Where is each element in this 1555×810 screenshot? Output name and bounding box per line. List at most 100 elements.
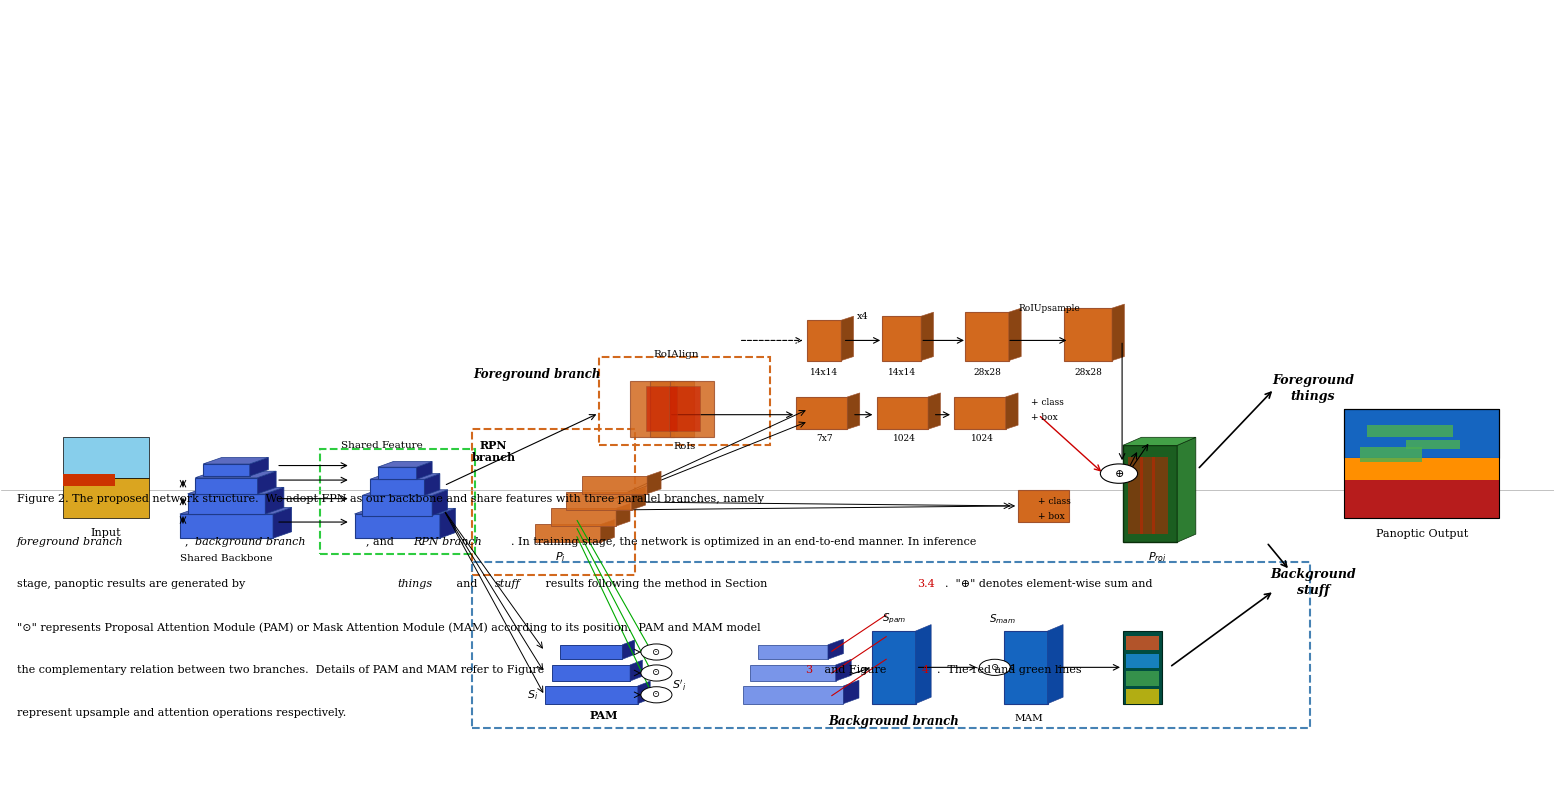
Bar (566, 492, 631, 510)
Text: 4: 4 (922, 665, 928, 675)
Bar (807, 320, 841, 360)
Polygon shape (630, 660, 642, 681)
Text: Foreground: Foreground (1272, 374, 1354, 387)
Text: . In training stage, the network is optimized in an end-to-end manner. In infere: . In training stage, the network is opti… (510, 536, 977, 547)
Bar (872, 631, 916, 704)
Text: foreground branch: foreground branch (17, 536, 123, 547)
Bar (1152, 458, 1168, 534)
Text: stuff: stuff (1297, 584, 1330, 597)
Polygon shape (440, 509, 456, 538)
Text: 3.4: 3.4 (917, 579, 935, 590)
Text: 28x28: 28x28 (973, 369, 1001, 377)
Text: + box: + box (1039, 512, 1065, 521)
Polygon shape (370, 474, 440, 480)
Polygon shape (196, 471, 277, 478)
Bar (630, 381, 673, 437)
Bar (1359, 447, 1421, 462)
Bar (1140, 458, 1155, 534)
Bar (966, 312, 1009, 360)
Bar (751, 665, 835, 681)
Bar (1123, 631, 1162, 704)
Bar (743, 686, 843, 704)
Polygon shape (638, 681, 650, 704)
Polygon shape (647, 471, 661, 494)
Circle shape (641, 644, 672, 660)
Bar (582, 476, 647, 494)
Polygon shape (250, 458, 269, 476)
Text: x4: x4 (857, 312, 869, 321)
Polygon shape (1123, 437, 1196, 446)
Text: the complementary relation between two branches.  Details of PAM and MAM refer t: the complementary relation between two b… (17, 665, 547, 675)
Text: + class: + class (1031, 398, 1064, 407)
Bar (1064, 308, 1112, 360)
Text: $P_{roi}$: $P_{roi}$ (1149, 550, 1168, 564)
Bar (882, 316, 921, 360)
Polygon shape (1177, 437, 1196, 542)
Bar (1344, 409, 1499, 458)
Bar (650, 381, 694, 437)
Text: $S'_i$: $S'_i$ (672, 679, 687, 693)
Text: ⊙: ⊙ (991, 663, 998, 671)
Text: + box: + box (1031, 412, 1057, 422)
Text: $P_i$: $P_i$ (555, 550, 566, 564)
Polygon shape (362, 490, 448, 496)
Text: branch: branch (471, 452, 516, 463)
Text: Foreground branch: Foreground branch (473, 368, 600, 381)
Polygon shape (600, 520, 614, 542)
Text: 7x7: 7x7 (816, 434, 832, 443)
Bar (64, 474, 115, 486)
Polygon shape (1009, 308, 1022, 360)
Text: 1024: 1024 (893, 434, 916, 443)
Text: RPN: RPN (479, 440, 507, 451)
Text: ⊕: ⊕ (1115, 469, 1124, 479)
Polygon shape (188, 488, 285, 494)
Circle shape (980, 659, 1011, 676)
Text: Background: Background (1270, 568, 1356, 581)
Bar (355, 514, 440, 538)
Text: ,: , (185, 536, 191, 547)
Bar (320, 450, 474, 554)
Bar (378, 467, 417, 480)
Bar (955, 397, 1006, 429)
Polygon shape (843, 680, 858, 704)
Polygon shape (622, 640, 634, 659)
Text: 14x14: 14x14 (810, 369, 838, 377)
Bar (180, 514, 274, 538)
Bar (1367, 425, 1452, 437)
Bar (544, 686, 638, 704)
Text: , and: , and (365, 536, 398, 547)
Text: stage, panoptic results are generated by: stage, panoptic results are generated by (17, 579, 249, 590)
Text: .  "⊕" denotes element-wise sum and: . "⊕" denotes element-wise sum and (945, 579, 1152, 590)
Polygon shape (1112, 304, 1124, 360)
Text: stuff: stuff (494, 579, 521, 590)
Bar (669, 386, 700, 431)
Text: and Figure: and Figure (821, 665, 889, 675)
Polygon shape (274, 508, 292, 538)
Polygon shape (266, 488, 285, 514)
Text: .  The red and green lines: . The red and green lines (938, 665, 1082, 675)
Bar (188, 494, 266, 514)
Bar (64, 437, 149, 478)
Bar (877, 397, 928, 429)
Bar (759, 645, 827, 659)
Text: Panoptic Output: Panoptic Output (1376, 529, 1468, 539)
Bar (1019, 490, 1070, 522)
Bar (1126, 636, 1158, 650)
Bar (370, 480, 425, 496)
Text: RoIAlign: RoIAlign (653, 350, 700, 359)
Bar (1344, 458, 1499, 480)
Polygon shape (631, 488, 645, 510)
Text: RoIUpsample: RoIUpsample (1019, 304, 1081, 313)
Text: ⊙: ⊙ (653, 668, 661, 677)
Circle shape (641, 687, 672, 703)
Text: Input: Input (90, 527, 121, 538)
Bar (1126, 654, 1158, 668)
Bar (1126, 671, 1158, 686)
Bar (1126, 689, 1158, 704)
Text: Background branch: Background branch (829, 715, 959, 728)
Polygon shape (378, 462, 432, 467)
Polygon shape (180, 508, 292, 514)
Bar (1344, 480, 1499, 518)
Text: represent upsample and attention operations respectively.: represent upsample and attention operati… (17, 708, 347, 718)
Text: 3: 3 (805, 665, 813, 675)
